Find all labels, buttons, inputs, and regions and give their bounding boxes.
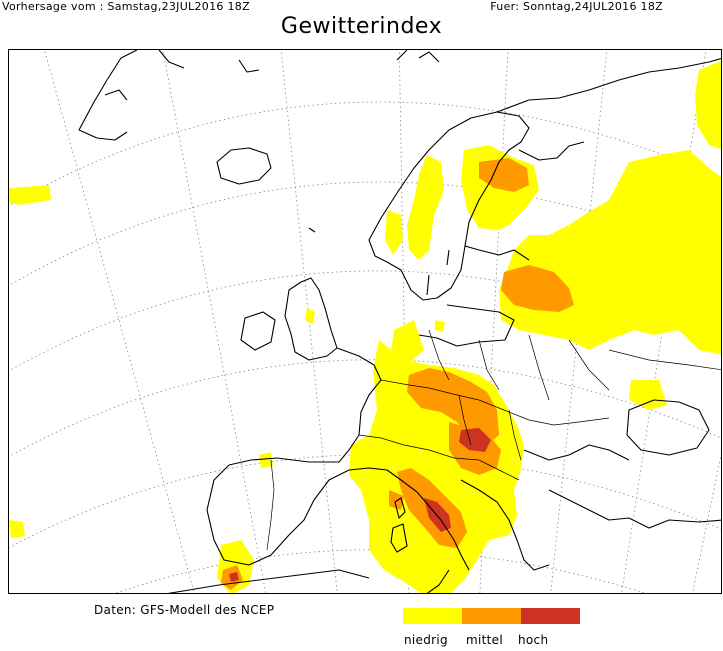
legend-swatch-high (521, 608, 580, 624)
map-title: Gewitterindex (280, 14, 443, 39)
legend-label-high: hoch (518, 633, 549, 647)
data-source-label: Daten: GFS-Modell des NCEP (94, 603, 275, 617)
index-area-low (9, 60, 721, 593)
legend-label-mid: mittel (466, 633, 503, 647)
legend-swatch-mid (462, 608, 521, 624)
legend-bar (403, 608, 580, 624)
country-borders (266, 329, 721, 551)
map-canvas (9, 50, 721, 593)
legend-label-low: niedrig (404, 633, 448, 647)
coastlines (78, 50, 721, 593)
legend-swatch-low (403, 608, 462, 624)
map-frame (8, 49, 722, 594)
forecast-issued-label: Vorhersage vom : Samstag,23JUL2016 18Z (2, 0, 250, 13)
forecast-valid-label: Fuer: Sonntag,24JUL2016 18Z (490, 0, 663, 13)
index-area-high (229, 428, 491, 582)
